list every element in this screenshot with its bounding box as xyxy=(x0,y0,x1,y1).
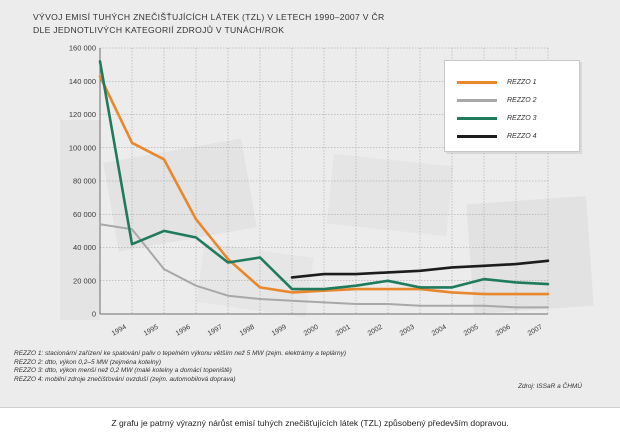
x-tick-label: 1996 xyxy=(175,324,192,338)
x-tick-label: 1997 xyxy=(207,324,224,338)
y-tick-label: 140 000 xyxy=(69,77,96,86)
legend-label-rezzo-4: REZZO 4 xyxy=(507,132,537,140)
legend-label-rezzo-1: REZZO 1 xyxy=(507,78,537,86)
series-layer xyxy=(98,59,550,309)
legend-item-rezzo-4: REZZO 4 xyxy=(457,129,537,143)
series-line-rezzo-4 xyxy=(290,259,550,279)
y-tick-label: 120 000 xyxy=(69,110,96,119)
legend-swatch-rezzo-2 xyxy=(457,98,497,102)
chart-title: VÝVOJ EMISÍ TUHÝCH ZNEČIŠŤUJÍCÍCH LÁTEK … xyxy=(33,11,384,37)
note-rezzo-2: REZZO 2: dtto, výkon 0,2–5 MW (zejména k… xyxy=(14,358,162,366)
y-tick-label: 40 000 xyxy=(73,243,96,252)
note-rezzo-1: REZZO 1: stacionární zařízení ke spalová… xyxy=(14,350,346,357)
y-tick-label: 80 000 xyxy=(73,177,96,186)
legend-swatch-rezzo-1 xyxy=(457,80,497,84)
note-rezzo-4: REZZO 4: mobilní zdroje znečišťování ovz… xyxy=(14,375,236,383)
x-tick-label: 2007 xyxy=(527,324,544,338)
x-tick-label: 2003 xyxy=(399,324,416,338)
legend-item-rezzo-3: REZZO 3 xyxy=(457,111,537,125)
x-tick-label: 2004 xyxy=(431,324,448,338)
legend: REZZO 1 REZZO 2 REZZO 3 REZZO 4 xyxy=(444,60,580,152)
note-rezzo-3: REZZO 3: dtto, výkon menší než 0,2 MW (m… xyxy=(14,367,232,375)
x-tick-label: 1998 xyxy=(239,324,256,338)
legend-label-rezzo-2: REZZO 2 xyxy=(507,96,537,104)
x-tick-label: 2000 xyxy=(303,324,320,338)
x-tick-label: 1994 xyxy=(111,324,128,338)
legend-item-rezzo-1: REZZO 1 xyxy=(457,75,537,89)
x-tick-label: 2002 xyxy=(367,324,384,338)
y-tick-label: 20 000 xyxy=(73,276,96,285)
y-tick-label: 100 000 xyxy=(69,143,96,152)
y-axis-ticks: 0 20 000 40 000 60 000 80 000 100 000 120 000 1… xyxy=(69,44,96,319)
legend-item-rezzo-2: REZZO 2 xyxy=(457,93,537,107)
chart-title-line-2: DLE JEDNOTLIVÝCH KATEGORIÍ ZDROJŮ V TUNÁ… xyxy=(33,25,285,35)
x-tick-label: 2001 xyxy=(335,324,352,338)
chart-title-line-1: VÝVOJ EMISÍ TUHÝCH ZNEČIŠŤUJÍCÍCH LÁTEK … xyxy=(33,12,385,22)
y-tick-label: 0 xyxy=(92,310,96,319)
x-tick-label: 1995 xyxy=(143,324,160,338)
x-tick-label: 1999 xyxy=(271,324,288,338)
category-notes: REZZO 1: stacionární zařízení ke spalová… xyxy=(14,350,346,384)
legend-swatch-rezzo-4 xyxy=(457,134,497,138)
chart-panel: VÝVOJ EMISÍ TUHÝCH ZNEČIŠŤUJÍCÍCH LÁTEK … xyxy=(0,0,620,408)
source-note: Zdroj: ISSaR a ČHMÚ xyxy=(518,383,582,390)
x-tick-label: 2005 xyxy=(463,324,480,338)
series-line-rezzo-2 xyxy=(99,223,549,309)
x-axis-ticks: 1994 1995 1996 1997 1998 1999 2000 2001 2002 2003… xyxy=(111,324,544,338)
series-line-rezzo-1 xyxy=(98,75,550,296)
legend-swatch-rezzo-3 xyxy=(457,116,497,120)
x-tick-label: 2006 xyxy=(495,324,512,338)
y-tick-label: 60 000 xyxy=(73,210,96,219)
y-tick-label: 160 000 xyxy=(69,44,96,53)
series-line-rezzo-3 xyxy=(98,59,550,291)
figure-caption: Z grafu je patrný výrazný nárůst emisí t… xyxy=(111,418,509,428)
legend-label-rezzo-3: REZZO 3 xyxy=(507,114,537,122)
